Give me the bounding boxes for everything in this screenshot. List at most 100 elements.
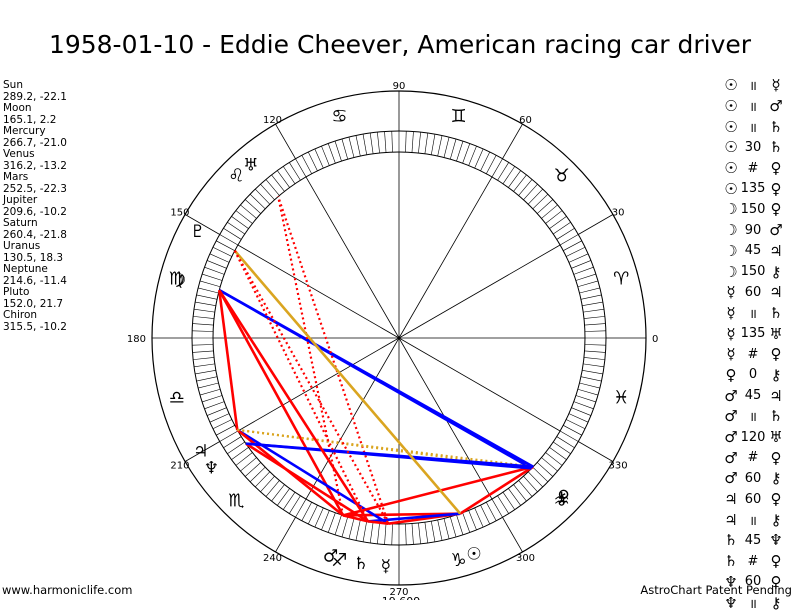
degree-tick: [277, 170, 290, 188]
degree-tick: [289, 495, 301, 514]
sign-divider: [502, 123, 523, 159]
aspect-line: [342, 514, 369, 523]
aspect-symbol: 120: [740, 429, 766, 445]
degree-tick: [532, 193, 549, 210]
aspect-planet-2: ♀: [770, 200, 782, 219]
degree-tick: [462, 143, 471, 164]
degree-tick: [271, 174, 285, 192]
aspect-row: ☿ # ♀: [722, 344, 800, 365]
degree-tick: [192, 330, 214, 332]
aspect-planet-2: ♀: [770, 345, 782, 364]
degree-tick: [559, 430, 579, 442]
aspect-planet-1: ♂: [724, 428, 738, 447]
planet-name: Mercury: [3, 125, 46, 137]
degree-tick: [227, 441, 245, 455]
degree-tick: [527, 188, 544, 205]
aspect-planet-2: ♆: [769, 531, 783, 550]
planet-sun-icon: ☉: [466, 544, 481, 564]
aspect-planet-2: ♀: [770, 490, 782, 509]
degree-tick: [321, 145, 330, 166]
aspect-symbol: ॥: [749, 100, 757, 116]
aspect-line: [245, 442, 532, 470]
degree-tick: [508, 488, 521, 506]
degree-tick: [486, 155, 497, 174]
degree-tick: [369, 522, 374, 544]
aspect-planet-1: ☽: [724, 200, 738, 219]
aspect-row: ♄ 45 ♆: [722, 530, 800, 551]
degree-tick: [584, 350, 606, 353]
aspect-planet-1: ♂: [724, 469, 738, 488]
aspect-row: ☽ 150 ⚷: [722, 261, 800, 282]
aspect-planet-2: ♅: [769, 428, 783, 447]
degree-tick: [355, 519, 361, 541]
degree-tick: [443, 137, 450, 158]
degree-tick: [254, 188, 271, 205]
zodiac-sign-sagittarius-icon: ♐: [331, 550, 347, 571]
degree-tick: [301, 155, 312, 174]
planet-coordinates: 165.1, 2.2: [3, 113, 57, 126]
degree-label: 210: [170, 461, 189, 472]
aspect-planet-2: ⚷: [770, 262, 782, 281]
sign-divider: [275, 517, 296, 553]
degree-tick: [584, 323, 606, 326]
aspect-symbol: 30: [744, 139, 762, 155]
aspect-planet-1: ♆: [724, 572, 738, 591]
degree-tick: [227, 221, 245, 235]
degree-tick: [204, 401, 225, 410]
degree-tick: [527, 471, 544, 488]
chart-title: 1958-01-10 - Eddie Cheever, American rac…: [48, 30, 752, 59]
degree-tick: [327, 143, 336, 164]
degree-tick: [212, 419, 232, 430]
degree-label: 180: [127, 334, 146, 345]
degree-tick: [545, 452, 563, 466]
aspect-line: [218, 289, 533, 470]
degree-tick: [532, 466, 549, 483]
aspect-symbol: 150: [740, 201, 766, 217]
aspect-planet-1: ☉: [724, 97, 738, 116]
degree-tick: [553, 221, 571, 235]
aspect-symbol: ॥: [749, 120, 757, 136]
degree-label: 90: [393, 81, 406, 92]
degree-tick: [449, 138, 457, 160]
degree-tick: [235, 210, 253, 224]
sign-divider: [184, 214, 220, 235]
aspect-symbol: 45: [744, 243, 762, 259]
degree-tick: [580, 294, 602, 300]
degree-tick: [271, 484, 285, 502]
sign-divider: [578, 214, 614, 235]
degree-tick: [584, 330, 606, 332]
degree-tick: [219, 430, 239, 442]
aspect-row: ♂ ॥ ♄: [722, 406, 800, 427]
degree-tick: [462, 512, 471, 533]
aspect-planet-2: ♅: [769, 324, 783, 343]
degree-label: 60: [519, 115, 532, 126]
degree-tick: [431, 521, 436, 542]
degree-tick: [212, 246, 232, 257]
aspect-planet-2: ♄: [769, 407, 783, 426]
degree-tick: [566, 246, 586, 257]
degree-label: 30: [612, 208, 625, 219]
degree-tick: [508, 170, 521, 188]
degree-tick: [424, 522, 429, 544]
degree-tick: [314, 148, 324, 169]
degree-tick: [518, 480, 533, 497]
bottom-readout: -19,609: [378, 595, 420, 600]
aspect-line: [217, 290, 239, 431]
footer-patent-note: AstroChart Patent Pending: [640, 583, 792, 597]
degree-tick: [244, 462, 261, 477]
planet-jupiter-icon: ♃: [193, 442, 208, 462]
planet-uranus-icon: ♅: [243, 156, 258, 176]
aspect-row: ☽ 45 ♃: [722, 241, 800, 262]
degree-tick: [204, 266, 225, 275]
aspect-planet-1: ☽: [724, 262, 738, 281]
planet-pluto-icon: ♇: [190, 222, 205, 242]
house-spoke: [398, 337, 561, 432]
aspect-line: [218, 289, 370, 523]
aspect-row: ☉ ॥ ♂: [722, 96, 800, 117]
degree-label: 120: [263, 115, 282, 126]
planet-coordinates: 130.5, 18.3: [3, 251, 64, 264]
degree-tick: [206, 407, 227, 416]
degree-tick: [568, 253, 589, 263]
zodiac-sign-aquarius-icon: ♒: [554, 491, 570, 512]
degree-tick: [231, 216, 249, 229]
